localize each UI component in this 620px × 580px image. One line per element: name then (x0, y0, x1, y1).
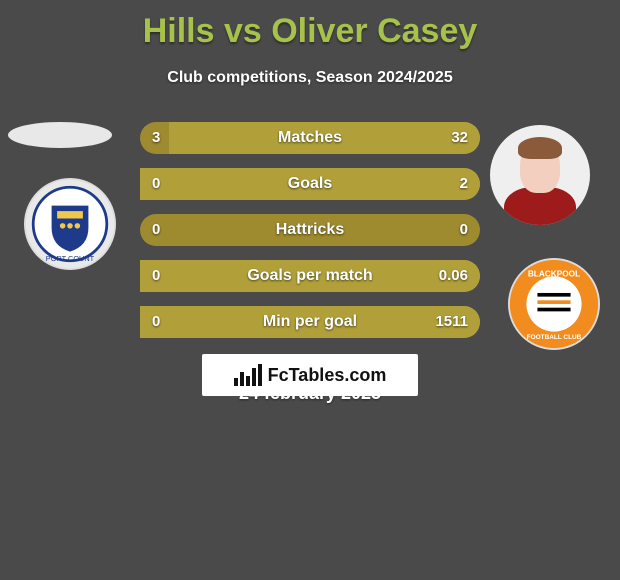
stat-right-value: 1511 (435, 306, 468, 338)
stat-right-value: 2 (460, 168, 468, 200)
svg-text:FOOTBALL CLUB: FOOTBALL CLUB (527, 334, 582, 341)
stat-row: 0Min per goal1511 (140, 306, 480, 338)
stat-row: 0Goals per match0.06 (140, 260, 480, 292)
stat-label: Goals (140, 168, 480, 200)
brand-text: FcTables.com (268, 365, 387, 386)
subtitle: Club competitions, Season 2024/2025 (0, 69, 620, 87)
stat-label: Matches (140, 122, 480, 154)
chart-icon (234, 364, 262, 386)
page-title: Hills vs Oliver Casey (0, 0, 620, 51)
stat-row: 0Hattricks0 (140, 214, 480, 246)
stat-label: Hattricks (140, 214, 480, 246)
stat-right-value: 0.06 (439, 260, 468, 292)
brand-badge: FcTables.com (202, 354, 418, 396)
right-player-avatar (490, 125, 590, 225)
stat-label: Goals per match (140, 260, 480, 292)
right-club-badge: BLACKPOOL FOOTBALL CLUB (508, 258, 600, 350)
stat-label: Min per goal (140, 306, 480, 338)
left-player-avatar (8, 122, 112, 148)
stat-right-value: 32 (451, 122, 468, 154)
stat-right-value: 0 (460, 214, 468, 246)
stat-row: 0Goals2 (140, 168, 480, 200)
svg-text:BLACKPOOL: BLACKPOOL (528, 269, 580, 278)
comparison-chart: 3Matches320Goals20Hattricks00Goals per m… (140, 122, 480, 352)
svg-text:PORT COUNT: PORT COUNT (46, 254, 95, 263)
stat-row: 3Matches32 (140, 122, 480, 154)
left-club-badge: PORT COUNT (24, 178, 116, 270)
